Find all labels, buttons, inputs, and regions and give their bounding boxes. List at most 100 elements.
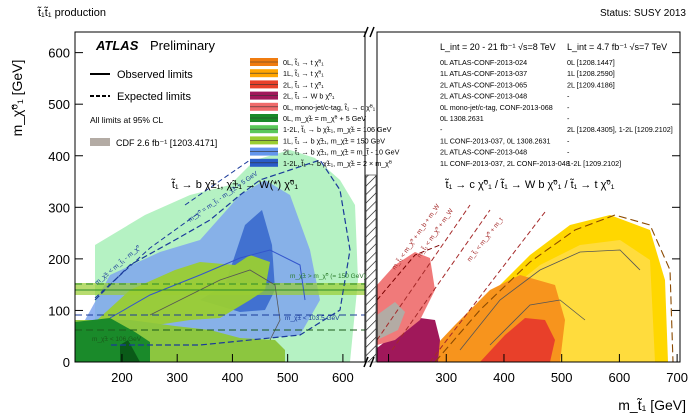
y-axis-ticks: 0 100 200 300 400 500 600 bbox=[48, 46, 680, 370]
expected-blue-contour bbox=[94, 159, 351, 346]
legend-series-label: 1-2L, t̃₁ → b χ̃±₁, m_χ̃± = 2 × m_χ̃⁰ bbox=[283, 159, 392, 168]
legend-row: 0L, m_χ̃± = m_χ̃⁰ + 5 GeV 0L 1308.2631 - bbox=[250, 114, 570, 123]
x-tick-label: 300 bbox=[166, 370, 188, 385]
left-panel-frame bbox=[74, 31, 366, 363]
legend-row: 2L, t̃₁ → b χ̃±₁, m_χ̃± = m_t̃ - 10 GeV 2… bbox=[250, 147, 570, 157]
legend-row: 2L, t̃₁ → W b χ̃⁰₁ 2L ATLAS-CONF-2013-048… bbox=[250, 91, 570, 101]
axis-break-hatch bbox=[365, 174, 377, 363]
x-tick-label: 300 bbox=[435, 370, 457, 385]
observed-grey-contour bbox=[149, 269, 281, 341]
x-tick-label: 200 bbox=[111, 370, 133, 385]
legend-series-label: 1L, t̃₁ → t χ̃⁰₁ bbox=[283, 69, 324, 78]
legend-ref-8tev: 0L 1308.2631 bbox=[440, 114, 484, 123]
legend-ref-7tev: 2L [1208.4305], 1-2L [1209.2102] bbox=[567, 125, 673, 134]
x-axis-ticks-left: 200 300 400 500 600 bbox=[111, 354, 354, 385]
observed-legend-label: Observed limits bbox=[117, 69, 193, 81]
lumi-7tev: L_int = 4.7 fb⁻¹ √s=7 TeV bbox=[567, 42, 667, 52]
y-tick-label: 600 bbox=[48, 46, 70, 61]
kinematic-line-1 bbox=[94, 211, 201, 299]
legend-series-label: 1-2L, t̃₁ → b χ̃±₁, m_χ̃± = 106 GeV bbox=[283, 125, 392, 134]
legend-row: 0L, mono-jet/c-tag, t̃₁ → c χ̃⁰₁ 0L mono-… bbox=[250, 102, 570, 112]
observed-grey-contour-right-2 bbox=[489, 299, 586, 346]
header-title: t̃₁t̃₁ production bbox=[37, 6, 106, 19]
legend-row: 1L, t̃₁ → t χ̃⁰₁ 1L ATLAS-CONF-2013-037 1L… bbox=[250, 69, 615, 78]
region-150gev-strip bbox=[75, 283, 365, 295]
expected-legend-label: Expected limits bbox=[117, 91, 191, 103]
expected-ctag-contour bbox=[377, 244, 441, 301]
x-tick-label: 600 bbox=[332, 370, 354, 385]
annotation-103: m_χ̃± < 103.5 GeV bbox=[285, 315, 340, 322]
legend-ref-8tev: 2L ATLAS-CONF-2013-048 bbox=[440, 148, 527, 157]
legend-ref-8tev: 1L CONF-2013-037, 2L CONF-2013-048 bbox=[440, 159, 570, 168]
legend-row: 2L, t̃₁ → t χ̃⁰₁ 2L ATLAS-CONF-2013-065 2L… bbox=[250, 80, 615, 89]
y-tick-label: 300 bbox=[48, 200, 70, 215]
observed-blue-contour bbox=[109, 249, 306, 319]
expected-orange-contour bbox=[434, 214, 674, 362]
x-tick-label: 400 bbox=[493, 370, 515, 385]
legend-ref-7tev: - bbox=[567, 114, 570, 123]
legend-ref-7tev: 1-2L [1209.2102] bbox=[567, 159, 621, 168]
kinematic-line-2 bbox=[184, 159, 251, 206]
legend-ref-7tev: 2L [1209.4186] bbox=[567, 80, 615, 89]
legend-ref-8tev: - bbox=[440, 125, 443, 134]
legend-ref-8tev: 2L ATLAS-CONF-2013-048 bbox=[440, 92, 527, 101]
legend-ref-7tev: - bbox=[567, 148, 570, 157]
annotation-106: m_χ̃± < 106 GeV bbox=[92, 336, 142, 343]
axis-break-marks bbox=[363, 26, 375, 368]
lumi-8tev: L_int = 20 - 21 fb⁻¹ √s=8 TeV bbox=[440, 42, 556, 52]
observed-grey-contour-right bbox=[459, 249, 641, 351]
y-tick-label: 0 bbox=[63, 355, 70, 370]
legend-series-label: 0L, t̃₁ → t χ̃⁰₁ bbox=[283, 58, 324, 67]
series-legend: 0L, t̃₁ → t χ̃⁰₁ 0L ATLAS-CONF-2013-024 0L… bbox=[250, 58, 673, 168]
legend-series-label: 0L, mono-jet/c-tag, t̃₁ → c χ̃⁰₁ bbox=[283, 103, 376, 112]
legend-series-label: 1L, t̃₁ → b χ̃±₁, m_χ̃± = 150 GeV bbox=[283, 136, 385, 145]
cdf-legend-swatch bbox=[90, 138, 110, 146]
y-tick-label: 100 bbox=[48, 303, 70, 318]
left-decay-label: t̃₁ → b χ̃±₁, χ̃±₁ → W(*) χ̃⁰₁ bbox=[170, 178, 298, 191]
left-panel-regions bbox=[75, 150, 365, 362]
kinematic-line-w bbox=[377, 204, 471, 341]
legend-row: 1L, t̃₁ → b χ̃±₁, m_χ̃± = 150 GeV 1L CONF… bbox=[250, 136, 570, 145]
y-tick-label: 500 bbox=[48, 97, 70, 112]
legend-series-label: 2L, t̃₁ → W b χ̃⁰₁ bbox=[283, 92, 335, 101]
legend-row: 1-2L, t̃₁ → b χ̃±₁, m_χ̃± = 106 GeV - 2L [… bbox=[250, 125, 673, 134]
legend-ref-8tev: 2L ATLAS-CONF-2013-065 bbox=[440, 80, 527, 89]
x-tick-label: 400 bbox=[222, 370, 244, 385]
y-axis-label: m_χ̃⁰₁ [GeV] bbox=[9, 60, 25, 137]
annotation-150: m_χ̃± > m_χ̃⁰ (= 150 GeV) bbox=[290, 272, 366, 280]
region-2l-wb-chi0 bbox=[377, 318, 440, 362]
cdf-legend-label: CDF 2.6 fb⁻¹ [1203.4171] bbox=[116, 138, 217, 148]
legend-ref-8tev: 1L ATLAS-CONF-2013-037 bbox=[440, 69, 527, 78]
right-panel-frame bbox=[376, 31, 681, 363]
x-tick-label: 600 bbox=[609, 370, 631, 385]
legend-ref-8tev: 1L CONF-2013-037, 0L 1308.2631 bbox=[440, 136, 551, 145]
legend-ref-7tev: 0L [1208.1447] bbox=[567, 58, 615, 67]
legend-ref-7tev: 1L [1208.2590] bbox=[567, 69, 615, 78]
experiment-label: ATLAS bbox=[95, 38, 139, 53]
right-panel-regions bbox=[377, 204, 674, 362]
experiment-sub-label: Preliminary bbox=[150, 38, 216, 53]
annotation-t: m_t̃₁ < m_χ̃⁰ + m_t bbox=[465, 216, 505, 263]
legend-ref-8tev: 0L ATLAS-CONF-2013-024 bbox=[440, 58, 527, 67]
x-tick-label: 500 bbox=[551, 370, 573, 385]
legend-series-label: 2L, t̃₁ → t χ̃⁰₁ bbox=[283, 80, 324, 89]
y-tick-label: 400 bbox=[48, 149, 70, 164]
x-axis-ticks-right: 300 400 500 600 700 bbox=[388, 354, 688, 385]
legend-series-label: 0L, m_χ̃± = m_χ̃⁰ + 5 GeV bbox=[283, 114, 366, 123]
x-tick-label: 500 bbox=[277, 370, 299, 385]
legend-ref-7tev: - bbox=[567, 103, 570, 112]
region-2l-t-chi0 bbox=[480, 318, 555, 362]
legend-ref-8tev: 0L mono-jet/c-tag, CONF-2013-068 bbox=[440, 103, 553, 112]
cl-note: All limits at 95% CL bbox=[90, 115, 163, 125]
y-tick-label: 200 bbox=[48, 252, 70, 267]
legend-row: 0L, t̃₁ → t χ̃⁰₁ 0L ATLAS-CONF-2013-024 0L… bbox=[250, 58, 615, 67]
legend-ref-7tev: - bbox=[567, 92, 570, 101]
legend-row: 1-2L, t̃₁ → b χ̃±₁, m_χ̃± = 2 × m_χ̃⁰ 1L … bbox=[250, 158, 621, 168]
right-decay-label: t̃₁ → c χ̃⁰₁ / t̃₁ → W b χ̃⁰₁ / t̃₁ → t … bbox=[444, 178, 615, 191]
status-label: Status: SUSY 2013 bbox=[600, 8, 686, 19]
x-tick-label: 700 bbox=[666, 370, 688, 385]
kinematic-line-wb bbox=[391, 209, 491, 351]
legend-ref-7tev: - bbox=[567, 136, 570, 145]
x-axis-label: m_t̃₁ [GeV] bbox=[618, 397, 686, 413]
